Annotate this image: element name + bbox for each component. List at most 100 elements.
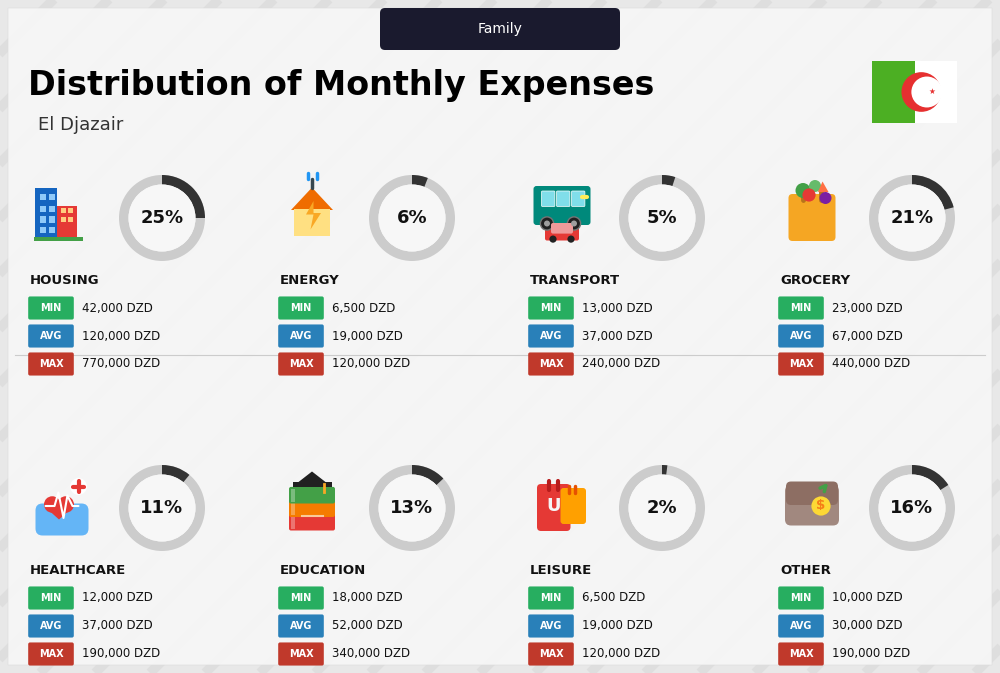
FancyBboxPatch shape [40, 227, 46, 233]
FancyBboxPatch shape [60, 217, 66, 222]
Text: TRANSPORT: TRANSPORT [530, 273, 620, 287]
Circle shape [378, 184, 446, 252]
FancyBboxPatch shape [278, 324, 324, 347]
Text: MAX: MAX [539, 359, 563, 369]
Polygon shape [299, 472, 326, 482]
FancyBboxPatch shape [278, 353, 324, 376]
FancyBboxPatch shape [788, 194, 835, 241]
Text: Distribution of Monthly Expenses: Distribution of Monthly Expenses [28, 69, 654, 102]
Text: MIN: MIN [290, 303, 312, 313]
FancyBboxPatch shape [28, 614, 74, 637]
Text: 25%: 25% [140, 209, 184, 227]
FancyBboxPatch shape [57, 205, 77, 238]
Polygon shape [818, 182, 828, 192]
FancyBboxPatch shape [40, 216, 46, 223]
FancyBboxPatch shape [545, 223, 579, 240]
FancyBboxPatch shape [291, 516, 295, 528]
Circle shape [378, 474, 446, 542]
Text: AVG: AVG [790, 621, 812, 631]
Text: 6%: 6% [397, 209, 427, 227]
Circle shape [44, 496, 60, 513]
Text: 19,000 DZD: 19,000 DZD [332, 330, 403, 343]
Text: 30,000 DZD: 30,000 DZD [832, 620, 903, 633]
Circle shape [878, 184, 946, 252]
Circle shape [802, 188, 816, 202]
FancyBboxPatch shape [778, 353, 824, 376]
FancyBboxPatch shape [534, 186, 590, 225]
FancyBboxPatch shape [36, 503, 88, 536]
Text: 19,000 DZD: 19,000 DZD [582, 620, 653, 633]
Text: AVG: AVG [290, 331, 312, 341]
Text: 67,000 DZD: 67,000 DZD [832, 330, 903, 343]
FancyBboxPatch shape [28, 296, 74, 320]
Text: 10,000 DZD: 10,000 DZD [832, 592, 903, 604]
Text: 190,000 DZD: 190,000 DZD [832, 647, 910, 660]
Wedge shape [619, 465, 705, 551]
Circle shape [819, 192, 831, 204]
FancyBboxPatch shape [292, 482, 332, 487]
Text: LEISURE: LEISURE [530, 563, 592, 577]
Text: Family: Family [478, 22, 522, 36]
Text: ENERGY: ENERGY [280, 273, 340, 287]
Polygon shape [306, 201, 321, 229]
FancyBboxPatch shape [35, 188, 57, 238]
Wedge shape [662, 175, 675, 186]
Text: 2%: 2% [647, 499, 677, 517]
Text: 13%: 13% [390, 499, 434, 517]
Circle shape [540, 217, 554, 230]
FancyBboxPatch shape [278, 614, 324, 637]
FancyBboxPatch shape [572, 191, 585, 207]
FancyBboxPatch shape [8, 8, 992, 665]
Text: MIN: MIN [540, 593, 562, 603]
Circle shape [128, 474, 196, 542]
Text: 6,500 DZD: 6,500 DZD [582, 592, 645, 604]
FancyBboxPatch shape [40, 194, 46, 200]
Text: MIN: MIN [540, 303, 562, 313]
Text: El Djazair: El Djazair [38, 116, 123, 134]
FancyBboxPatch shape [28, 586, 74, 610]
Circle shape [544, 221, 550, 227]
Text: MAX: MAX [789, 359, 813, 369]
Text: MAX: MAX [789, 649, 813, 659]
Text: 52,000 DZD: 52,000 DZD [332, 620, 403, 633]
Text: 12,000 DZD: 12,000 DZD [82, 592, 153, 604]
Polygon shape [44, 506, 74, 520]
Circle shape [70, 478, 87, 495]
Text: 120,000 DZD: 120,000 DZD [582, 647, 660, 660]
Circle shape [911, 77, 942, 108]
FancyBboxPatch shape [778, 296, 824, 320]
FancyBboxPatch shape [551, 223, 573, 234]
Circle shape [811, 497, 831, 516]
Text: 16%: 16% [890, 499, 934, 517]
Circle shape [878, 474, 946, 542]
Text: 190,000 DZD: 190,000 DZD [82, 647, 160, 660]
Text: 120,000 DZD: 120,000 DZD [82, 330, 160, 343]
Text: GROCERY: GROCERY [780, 273, 850, 287]
Text: EDUCATION: EDUCATION [280, 563, 366, 577]
FancyBboxPatch shape [49, 194, 55, 200]
Text: 37,000 DZD: 37,000 DZD [82, 620, 153, 633]
Text: 18,000 DZD: 18,000 DZD [332, 592, 403, 604]
Text: MIN: MIN [290, 593, 312, 603]
FancyBboxPatch shape [289, 487, 335, 503]
Circle shape [809, 180, 821, 192]
Text: HEALTHCARE: HEALTHCARE [30, 563, 126, 577]
Text: AVG: AVG [40, 331, 62, 341]
FancyBboxPatch shape [528, 586, 574, 610]
FancyBboxPatch shape [915, 61, 957, 123]
FancyBboxPatch shape [289, 514, 335, 530]
Wedge shape [662, 465, 667, 474]
Wedge shape [119, 175, 205, 261]
Text: 23,000 DZD: 23,000 DZD [832, 302, 903, 314]
Text: 21%: 21% [890, 209, 934, 227]
Text: HOUSING: HOUSING [30, 273, 100, 287]
Text: ★: ★ [929, 87, 936, 96]
Text: 120,000 DZD: 120,000 DZD [332, 357, 410, 371]
Text: MAX: MAX [39, 649, 63, 659]
FancyBboxPatch shape [528, 296, 574, 320]
Text: 5%: 5% [647, 209, 677, 227]
FancyBboxPatch shape [68, 217, 73, 222]
Text: AVG: AVG [790, 331, 812, 341]
FancyBboxPatch shape [60, 207, 66, 213]
Text: 6,500 DZD: 6,500 DZD [332, 302, 395, 314]
